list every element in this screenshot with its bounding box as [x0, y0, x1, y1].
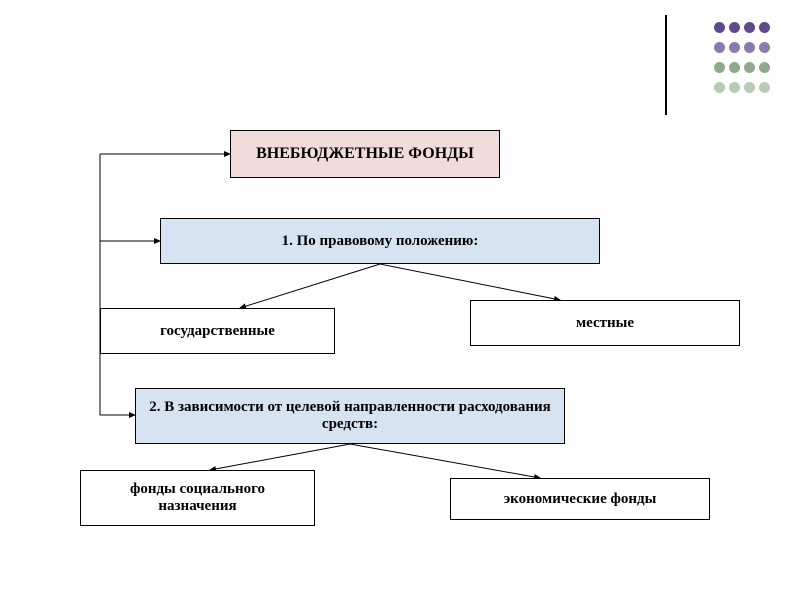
category-2-box: 2. В зависимости от целевой направленнос… — [135, 388, 565, 444]
title-label: ВНЕБЮДЖЕТНЫЕ ФОНДЫ — [256, 145, 474, 163]
leaf-social-label: фонды социального назначения — [93, 481, 302, 515]
leaf-economic-box: экономические фонды — [450, 478, 710, 520]
leaf-local-box: местные — [470, 300, 740, 346]
category-1-box: 1. По правовому положению: — [160, 218, 600, 264]
category-1-label: 1. По правовому положению: — [282, 233, 479, 250]
leaf-local-label: местные — [576, 315, 634, 332]
dot-grid-decoration — [712, 20, 772, 100]
leaf-state-label: государственные — [160, 323, 275, 340]
leaf-economic-label: экономические фонды — [504, 491, 657, 508]
leaf-state-box: государственные — [100, 308, 335, 354]
title-box: ВНЕБЮДЖЕТНЫЕ ФОНДЫ — [230, 130, 500, 178]
category-2-label: 2. В зависимости от целевой направленнос… — [148, 399, 552, 433]
side-accent-line — [665, 15, 667, 115]
leaf-social-box: фонды социального назначения — [80, 470, 315, 526]
